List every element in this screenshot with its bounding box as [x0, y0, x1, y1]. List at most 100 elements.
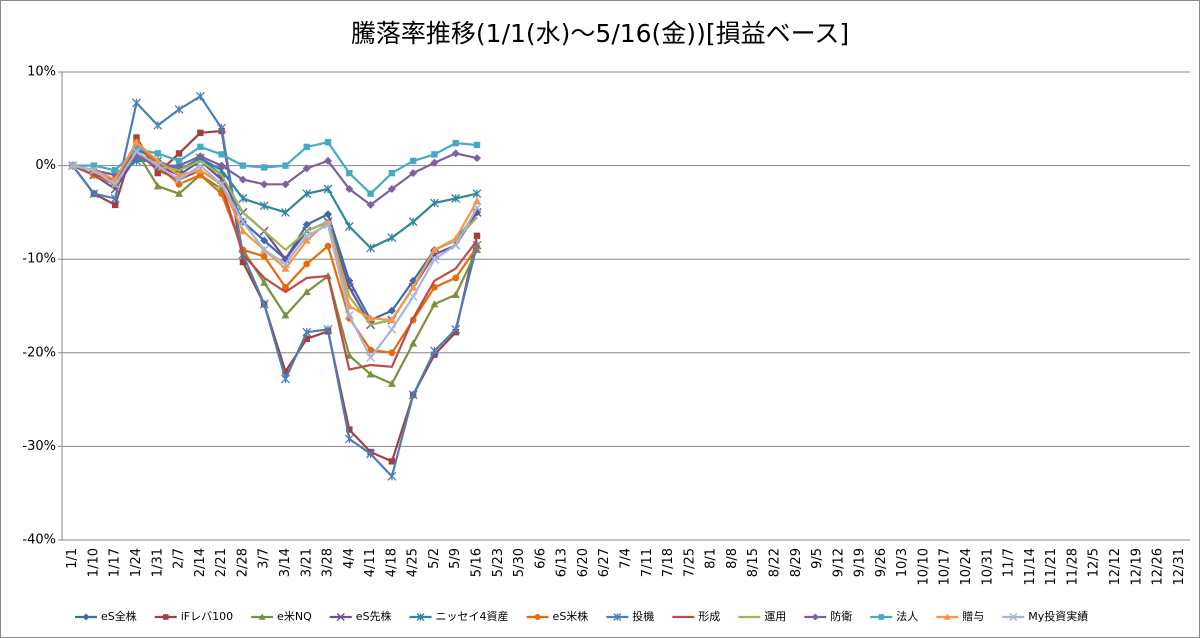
- data-point: [260, 236, 269, 245]
- legend-label: eS全株: [101, 609, 137, 623]
- data-point: [281, 311, 290, 319]
- data-point: [303, 143, 310, 151]
- legend-marker: [1009, 612, 1018, 622]
- data-point: [430, 158, 439, 167]
- x-tick-label: 3/14: [278, 548, 293, 577]
- data-point: [260, 278, 269, 286]
- x-tick-label: 8/1: [704, 548, 719, 569]
- data-point: [366, 200, 375, 209]
- data-point: [280, 259, 291, 269]
- legend-label: 防衛: [830, 609, 852, 623]
- data-point: [259, 245, 269, 255]
- y-tick-label: -20%: [22, 345, 56, 360]
- data-point: [154, 169, 161, 177]
- data-point: [239, 258, 247, 266]
- data-point: [451, 324, 461, 334]
- y-tick-label: -10%: [22, 252, 56, 267]
- legend-marker: [534, 614, 541, 620]
- data-point: [302, 236, 311, 244]
- data-point: [409, 157, 417, 165]
- data-point: [303, 335, 310, 342]
- data-point: [260, 164, 268, 171]
- data-point: [131, 147, 142, 157]
- data-point: [302, 220, 311, 229]
- x-tick-label: 10/3: [895, 548, 910, 577]
- series-line: [72, 141, 478, 195]
- data-point: [110, 193, 120, 203]
- data-point: [323, 220, 333, 230]
- legend-marker: [878, 614, 885, 620]
- data-point: [112, 167, 119, 174]
- data-point: [259, 299, 269, 309]
- x-tick-label: 1/17: [108, 548, 123, 577]
- data-point: [89, 189, 99, 199]
- data-point: [112, 201, 119, 209]
- x-tick-label: 2/28: [235, 548, 250, 577]
- legend-label: 法人: [896, 609, 918, 623]
- data-point: [238, 175, 247, 184]
- data-point: [238, 217, 248, 227]
- x-tick-label: 3/28: [321, 548, 336, 577]
- x-tick-label: 7/18: [661, 548, 676, 577]
- data-point: [195, 161, 205, 171]
- data-point: [387, 185, 396, 193]
- data-point: [408, 390, 418, 400]
- data-point: [472, 189, 482, 199]
- data-point: [175, 189, 184, 197]
- data-point: [387, 379, 396, 387]
- data-point: [388, 349, 396, 357]
- data-point: [90, 162, 98, 169]
- data-point: [344, 221, 354, 231]
- data-point: [238, 193, 248, 203]
- x-tick-label: 4/4: [342, 548, 357, 569]
- data-point: [175, 180, 183, 188]
- data-point: [366, 243, 376, 253]
- x-tick-label: 3/7: [257, 548, 272, 569]
- x-tick-label: 11/28: [1065, 548, 1080, 585]
- legend-label: eS先株: [356, 609, 392, 623]
- data-point: [68, 161, 78, 171]
- x-tick-label: 10/10: [916, 548, 931, 585]
- data-point: [260, 180, 269, 189]
- data-point: [281, 264, 290, 272]
- legend-marker: [162, 614, 169, 620]
- data-point: [429, 198, 439, 208]
- x-tick-label: 10/17: [938, 548, 953, 585]
- data-point: [367, 346, 375, 354]
- data-point: [429, 254, 439, 264]
- x-tick-label: 1/31: [150, 548, 165, 577]
- legend-label: ニッセイ4資産: [436, 610, 509, 623]
- data-point: [174, 104, 184, 114]
- x-tick-label: 5/30: [512, 548, 527, 577]
- data-point: [409, 283, 418, 291]
- data-point: [281, 207, 290, 217]
- legend-marker: [416, 613, 425, 621]
- legend-label: 贈与: [962, 609, 984, 623]
- data-point: [218, 151, 225, 158]
- data-point: [367, 190, 374, 197]
- data-point: [302, 164, 311, 173]
- data-point: [473, 232, 481, 239]
- data-point: [153, 120, 163, 130]
- data-point: [303, 260, 311, 268]
- data-point: [451, 290, 460, 298]
- data-point: [282, 162, 289, 169]
- data-point: [387, 306, 396, 315]
- data-point: [132, 138, 141, 146]
- data-point: [387, 471, 397, 481]
- y-tick-label: -40%: [22, 533, 56, 548]
- x-tick-label: 2/7: [172, 548, 187, 569]
- data-point: [324, 156, 333, 165]
- x-tick-label: 1/1: [65, 548, 80, 569]
- y-tick-label: -30%: [22, 439, 56, 454]
- data-point: [344, 310, 354, 320]
- data-point: [345, 185, 354, 193]
- chart-title: 騰落率推移(1/1(水)～5/16(金))[損益ベース]: [351, 19, 849, 48]
- legend-marker: [943, 613, 951, 620]
- data-point: [473, 154, 482, 163]
- data-point: [133, 145, 140, 152]
- x-tick-label: 11/14: [1023, 548, 1038, 585]
- data-point: [133, 134, 140, 141]
- x-tick-label: 9/19: [853, 548, 868, 577]
